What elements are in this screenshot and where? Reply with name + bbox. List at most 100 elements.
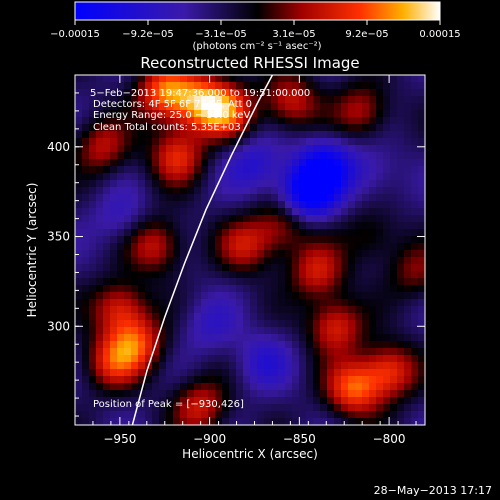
heatmap-cell	[341, 243, 349, 251]
heatmap-cell	[299, 390, 307, 398]
heatmap-cell	[187, 313, 195, 321]
heatmap-cell	[131, 264, 139, 272]
heatmap-cell	[271, 306, 279, 314]
heatmap-cell	[187, 103, 195, 111]
heatmap-cell	[173, 334, 181, 342]
heatmap-cell	[131, 397, 139, 405]
heatmap-cell	[201, 159, 209, 167]
heatmap-cell	[418, 243, 425, 251]
heatmap-cell	[243, 327, 251, 335]
heatmap-cell	[404, 236, 412, 244]
heatmap-cell	[397, 334, 405, 342]
heatmap-cell	[117, 236, 125, 244]
heatmap-cell	[208, 145, 216, 153]
heatmap-cell	[103, 187, 111, 195]
heatmap-cell	[313, 257, 321, 265]
heatmap-cell	[292, 124, 300, 132]
heatmap-cell	[306, 138, 314, 146]
heatmap-cell	[187, 257, 195, 265]
heatmap-cell	[362, 369, 370, 377]
heatmap-cell	[138, 313, 146, 321]
heatmap-cell	[355, 250, 363, 258]
heatmap-cell	[229, 257, 237, 265]
y-tick-label: 400	[47, 140, 70, 154]
heatmap-cell	[229, 229, 237, 237]
heatmap-cell	[194, 348, 202, 356]
heatmap-cell	[152, 82, 160, 90]
heatmap-cell	[152, 75, 160, 83]
heatmap-cell	[236, 334, 244, 342]
heatmap-cell	[138, 124, 146, 132]
heatmap-cell	[376, 369, 384, 377]
heatmap-cell	[236, 215, 244, 223]
heatmap-cell	[201, 138, 209, 146]
heatmap-cell	[117, 159, 125, 167]
heatmap-cell	[117, 348, 125, 356]
heatmap-cell	[383, 327, 391, 335]
heatmap-cell	[243, 110, 251, 118]
heatmap-cell	[229, 320, 237, 328]
heatmap-cell	[299, 383, 307, 391]
heatmap-cell	[390, 159, 398, 167]
heatmap-cell	[82, 166, 90, 174]
heatmap-cell	[194, 243, 202, 251]
heatmap-cell	[124, 355, 132, 363]
heatmap-cell	[229, 397, 237, 405]
heatmap-cell	[103, 131, 111, 139]
heatmap-cell	[334, 376, 342, 384]
heatmap-cell	[285, 89, 293, 97]
heatmap-cell	[355, 82, 363, 90]
heatmap-cell	[103, 257, 111, 265]
heatmap-cell	[215, 173, 223, 181]
heatmap-cell	[397, 110, 405, 118]
heatmap-cell	[404, 362, 412, 370]
heatmap-cell	[390, 257, 398, 265]
heatmap-cell	[327, 390, 335, 398]
heatmap-cell	[369, 180, 377, 188]
heatmap-cell	[103, 82, 111, 90]
heatmap-cell	[89, 285, 97, 293]
heatmap-cell	[110, 334, 118, 342]
heatmap-cell	[152, 369, 160, 377]
heatmap-cell	[131, 229, 139, 237]
heatmap-cell	[152, 257, 160, 265]
heatmap-cell	[173, 376, 181, 384]
heatmap-cell	[229, 271, 237, 279]
heatmap-cell	[327, 404, 335, 412]
heatmap-cell	[278, 229, 286, 237]
heatmap-cell	[397, 229, 405, 237]
heatmap-cell	[404, 299, 412, 307]
heatmap-cell	[187, 152, 195, 160]
heatmap-cell	[383, 355, 391, 363]
heatmap-cell	[82, 173, 90, 181]
heatmap-cell	[264, 208, 272, 216]
heatmap-cell	[250, 411, 258, 419]
heatmap-cell	[264, 257, 272, 265]
heatmap-cell	[222, 152, 230, 160]
heatmap-cell	[124, 229, 132, 237]
heatmap-cell	[299, 82, 307, 90]
heatmap-cell	[383, 243, 391, 251]
heatmap-cell	[348, 236, 356, 244]
heatmap-cell	[173, 250, 181, 258]
heatmap-cell	[229, 117, 237, 125]
heatmap-cell	[103, 229, 111, 237]
heatmap-cell	[180, 159, 188, 167]
heatmap-cell	[110, 348, 118, 356]
heatmap-cell	[89, 96, 97, 104]
heatmap-cell	[348, 271, 356, 279]
heatmap-cell	[124, 89, 132, 97]
heatmap-cell	[173, 152, 181, 160]
heatmap-cell	[257, 355, 265, 363]
heatmap-cell	[320, 313, 328, 321]
heatmap-cell	[159, 397, 167, 405]
heatmap-cell	[222, 362, 230, 370]
heatmap-cell	[327, 138, 335, 146]
heatmap-cell	[243, 138, 251, 146]
heatmap-cell	[159, 355, 167, 363]
heatmap-cell	[404, 187, 412, 195]
heatmap-cell	[348, 131, 356, 139]
heatmap-cell	[376, 327, 384, 335]
heatmap-cell	[320, 124, 328, 132]
heatmap-cell	[348, 292, 356, 300]
